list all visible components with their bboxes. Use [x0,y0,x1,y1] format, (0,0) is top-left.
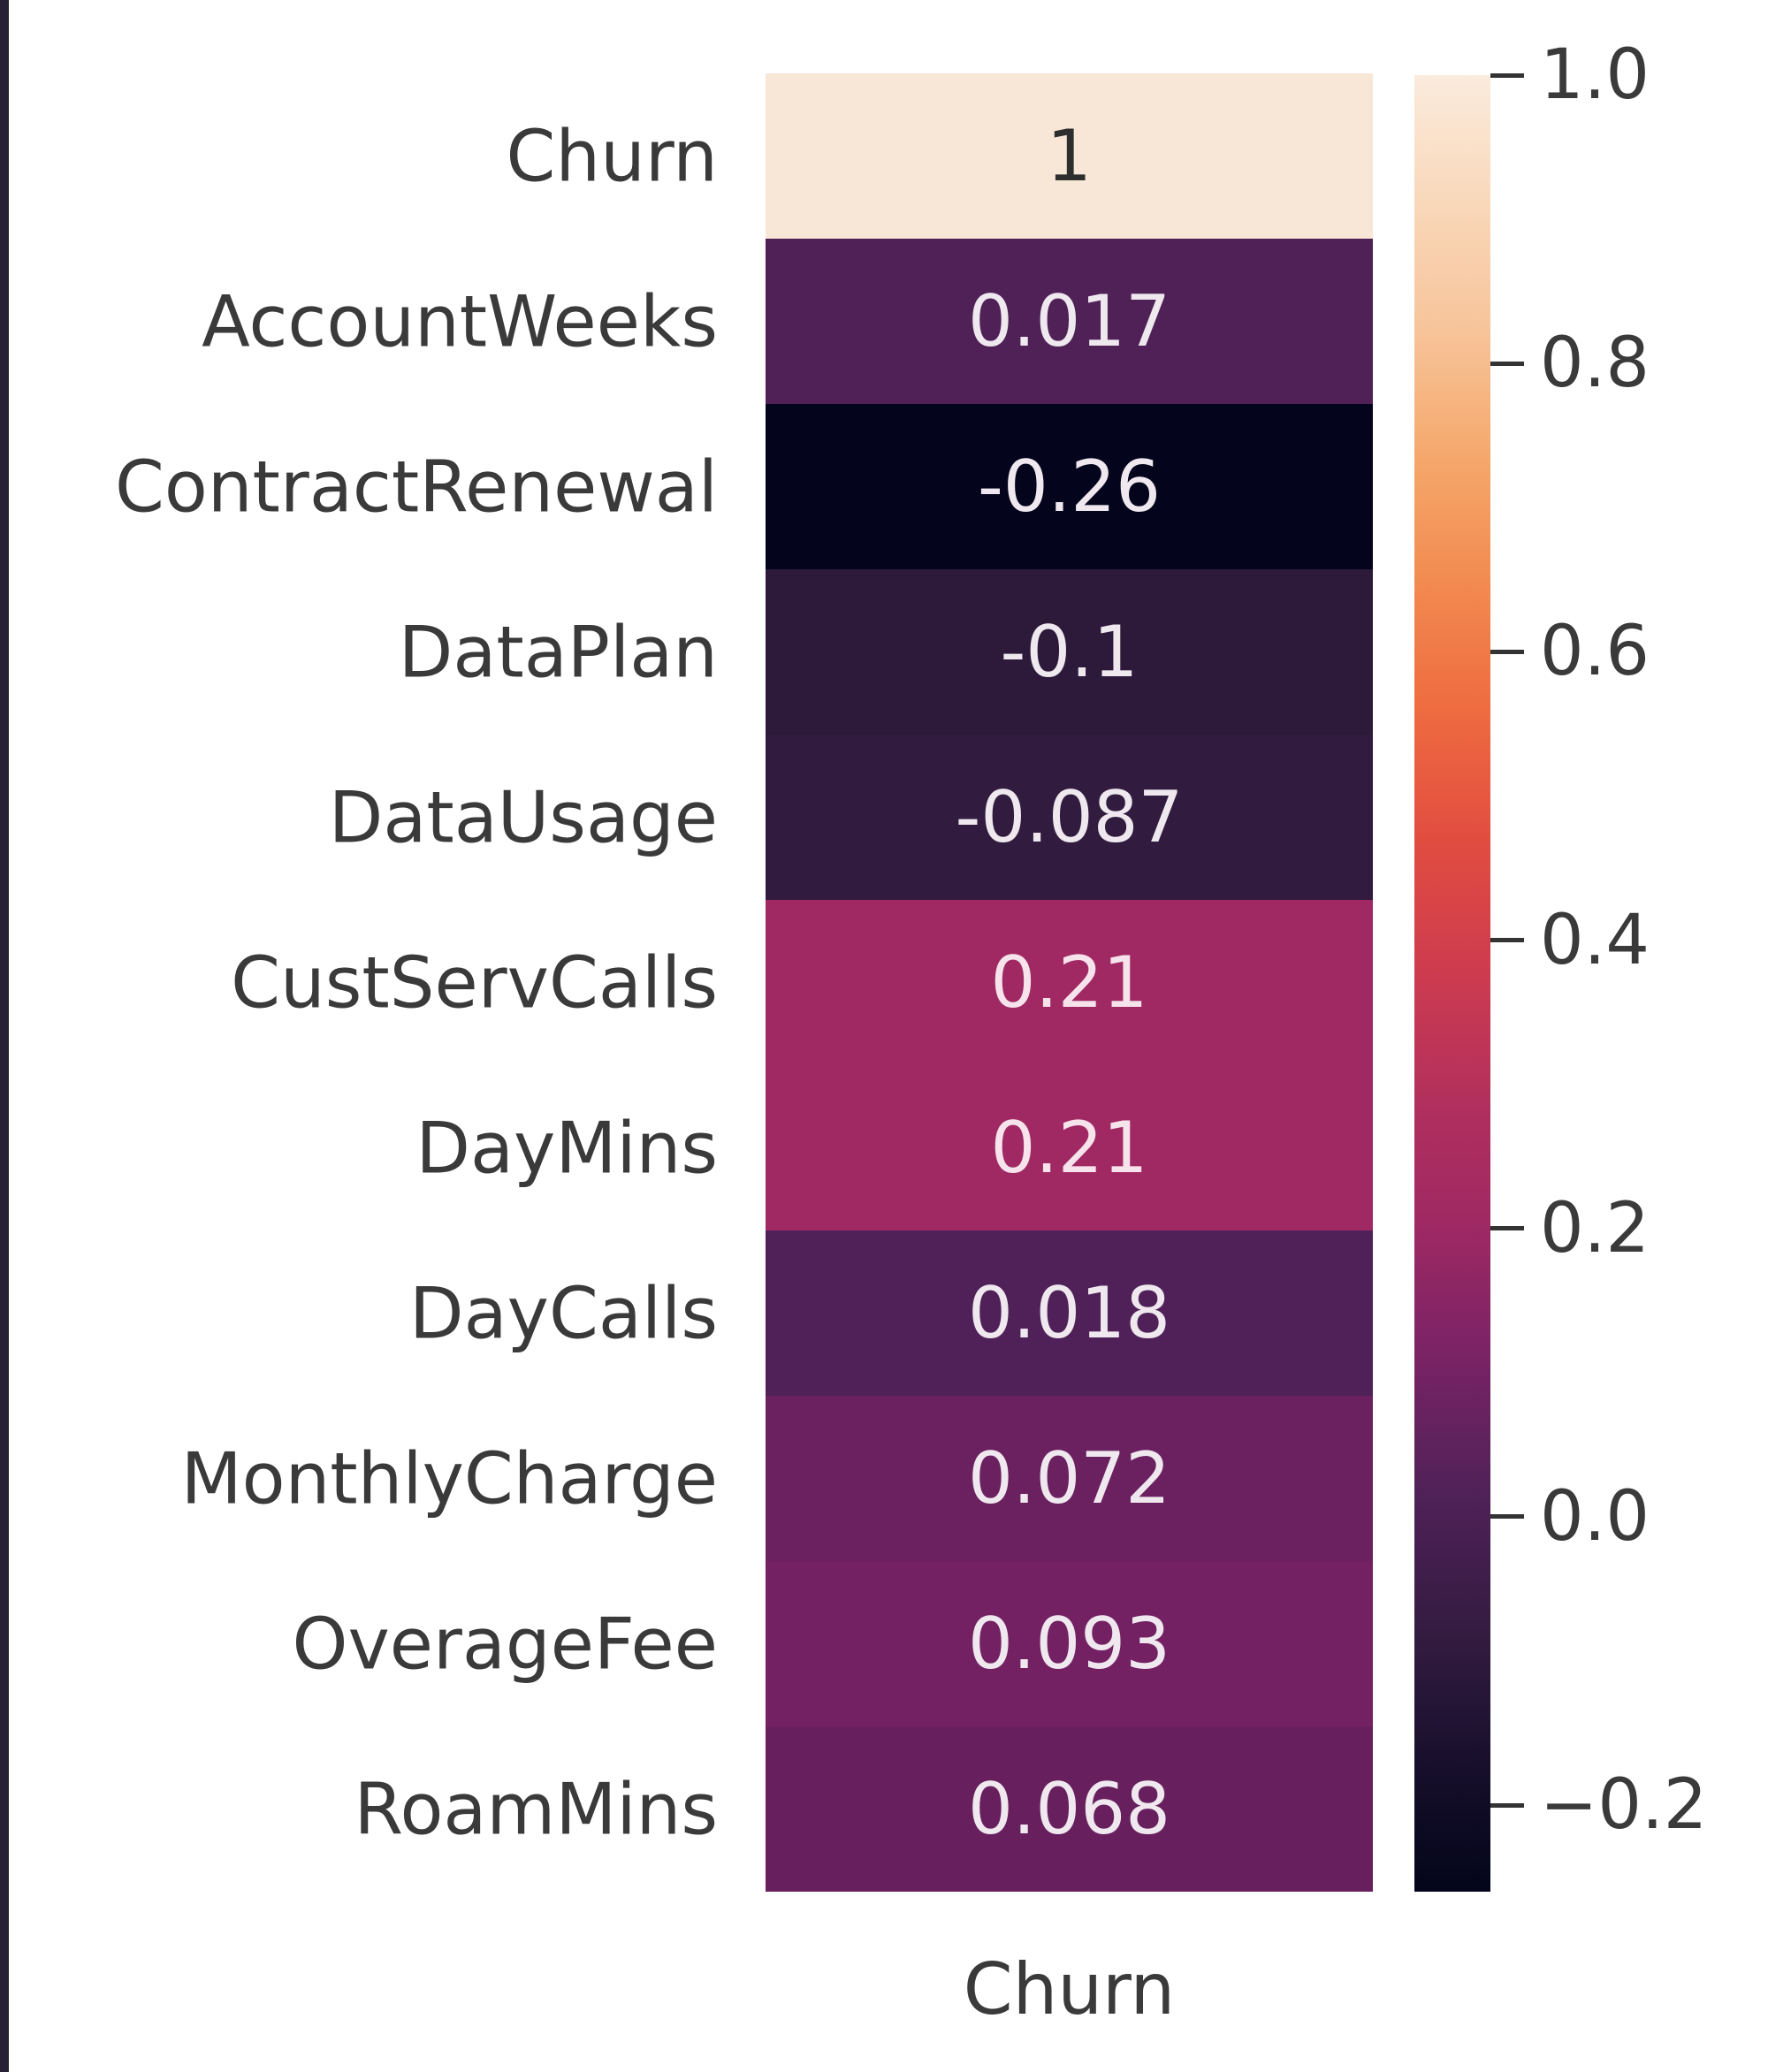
cell-annotation: 0.068 [967,1768,1171,1850]
cell-annotation: 0.017 [967,280,1171,362]
heatmap-cell: 0.21 [766,1065,1373,1230]
cell-annotation: 0.018 [967,1272,1171,1354]
cell-annotation: -0.1 [1000,611,1139,693]
colorbar-tick-label: 1.0 [1540,35,1650,115]
colorbar-gradient [1414,75,1490,1892]
cell-annotation: 1 [1047,115,1092,197]
colorbar-tick-mark [1490,1226,1524,1231]
cell-annotation: 0.21 [990,941,1148,1024]
colorbar-tick-label: 0.4 [1540,900,1650,980]
colorbar-tick-label: 0.0 [1540,1476,1650,1557]
row-label: RoamMins [354,1768,718,1850]
x-axis-tick-label: Churn [963,1948,1176,2030]
row-label: DataPlan [398,611,718,693]
colorbar-tick-label: 0.2 [1540,1188,1650,1268]
row-label: Churn [506,115,718,197]
colorbar-tick-label: 0.6 [1540,612,1650,692]
colorbar-tick-mark [1490,361,1524,366]
colorbar-tick-mark [1490,1802,1524,1808]
cell-annotation: 0.093 [967,1603,1171,1685]
colorbar-tick-mark [1490,938,1524,943]
heatmap-cell: 0.068 [766,1726,1373,1892]
heatmap-cell: 0.018 [766,1230,1373,1396]
heatmap-cell: -0.087 [766,735,1373,900]
colorbar-tick-label: 0.8 [1540,324,1650,404]
colorbar-tick-mark [1490,72,1524,78]
colorbar-tick-mark [1490,649,1524,654]
cell-annotation: 0.072 [967,1437,1171,1520]
row-label: MonthlyCharge [180,1437,718,1520]
cell-annotation: -0.087 [955,776,1184,858]
cell-annotation: 0.21 [990,1107,1148,1189]
row-label: DayMins [415,1107,718,1189]
colorbar-tick-label: −0.2 [1540,1765,1708,1846]
row-label: DataUsage [328,776,718,858]
heatmap-cell: -0.1 [766,569,1373,735]
row-label: AccountWeeks [202,280,718,362]
row-label: DayCalls [409,1272,718,1354]
heatmap-grid: 1 0.017 -0.26 -0.1 -0.087 0.21 0.21 0.018 0.072 0… [766,73,1373,1892]
heatmap-cell: 0.093 [766,1561,1373,1726]
row-label: OverageFee [292,1603,718,1685]
heatmap-cell: 1 [766,73,1373,239]
window-left-edge [0,0,9,2072]
y-axis-tick-labels: Churn AccountWeeks ContractRenewal DataPlan… [0,73,718,1892]
heatmap-cell: -0.26 [766,404,1373,569]
heatmap-cell: 0.072 [766,1396,1373,1561]
heatmap-cell: 0.21 [766,900,1373,1065]
heatmap-cell: 0.017 [766,239,1373,404]
cell-annotation: -0.26 [978,446,1161,528]
row-label: ContractRenewal [115,446,718,528]
row-label: CustServCalls [231,941,718,1024]
colorbar-tick-mark [1490,1514,1524,1520]
